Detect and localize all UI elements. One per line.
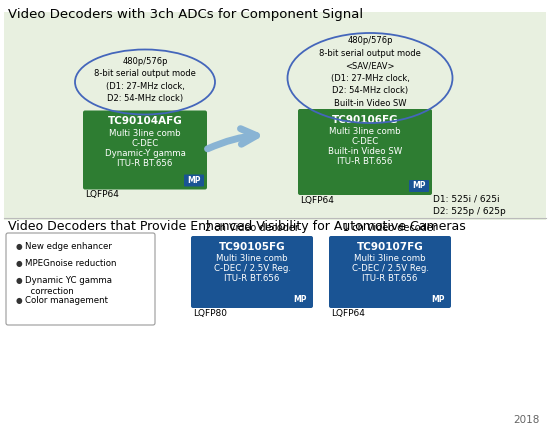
Text: C-DEC: C-DEC	[131, 138, 158, 147]
FancyBboxPatch shape	[191, 236, 313, 308]
Text: C-DEC: C-DEC	[351, 137, 378, 146]
FancyBboxPatch shape	[290, 293, 310, 305]
Text: Dynamic-Y gamma: Dynamic-Y gamma	[104, 148, 185, 157]
Text: C-DEC / 2.5V Reg.: C-DEC / 2.5V Reg.	[213, 264, 290, 273]
Text: Color management: Color management	[25, 296, 108, 305]
Text: MPEGnoise reduction: MPEGnoise reduction	[25, 259, 117, 268]
FancyBboxPatch shape	[428, 293, 448, 305]
FancyBboxPatch shape	[298, 109, 432, 195]
Text: 2018: 2018	[514, 415, 540, 425]
Text: ●: ●	[16, 259, 23, 268]
Text: 480p/576p
8-bit serial output mode
<SAV/EAV>
(D1: 27-MHz clock,
D2: 54-MHz clock: 480p/576p 8-bit serial output mode <SAV/…	[319, 36, 421, 108]
Text: 1 ch Video decoder: 1 ch Video decoder	[343, 223, 437, 233]
FancyBboxPatch shape	[83, 111, 207, 190]
FancyBboxPatch shape	[184, 175, 204, 187]
Text: C-DEC / 2.5V Reg.: C-DEC / 2.5V Reg.	[351, 264, 428, 273]
Text: TC90104AFG: TC90104AFG	[108, 117, 183, 126]
Text: TC90106FG: TC90106FG	[332, 115, 398, 125]
Text: Dynamic YC gamma
  correction: Dynamic YC gamma correction	[25, 276, 112, 296]
FancyBboxPatch shape	[4, 12, 546, 220]
Text: Video Decoders that Provide Enhanced Visibility for Automotive Cameras: Video Decoders that Provide Enhanced Vis…	[8, 220, 466, 233]
Text: TC90107FG: TC90107FG	[356, 242, 424, 252]
Text: ITU-R BT.656: ITU-R BT.656	[362, 274, 417, 283]
Text: New edge enhancer: New edge enhancer	[25, 242, 112, 251]
Text: LQFP64: LQFP64	[300, 196, 334, 205]
Text: ITU-R BT.656: ITU-R BT.656	[337, 157, 393, 166]
Text: Multi 3line comb: Multi 3line comb	[354, 254, 426, 263]
Text: MP: MP	[187, 176, 201, 185]
Text: LQFP80: LQFP80	[193, 309, 227, 318]
Text: ITU-R BT.656: ITU-R BT.656	[224, 274, 280, 283]
Text: MP: MP	[431, 295, 445, 304]
Text: LQFP64: LQFP64	[85, 190, 119, 200]
Text: Multi 3line comb: Multi 3line comb	[329, 127, 401, 136]
FancyArrowPatch shape	[207, 129, 256, 149]
Text: Multi 3line comb: Multi 3line comb	[109, 129, 181, 138]
FancyBboxPatch shape	[329, 236, 451, 308]
Text: 2 ch Video decoder: 2 ch Video decoder	[205, 223, 299, 233]
Text: ●: ●	[16, 276, 23, 285]
FancyBboxPatch shape	[409, 180, 429, 192]
Text: MP: MP	[412, 181, 426, 190]
Text: Video Decoders with 3ch ADCs for Component Signal: Video Decoders with 3ch ADCs for Compone…	[8, 8, 363, 21]
Text: D1: 525i / 625i
D2: 525p / 625p: D1: 525i / 625i D2: 525p / 625p	[433, 194, 506, 216]
Text: 480p/576p
8-bit serial output mode
(D1: 27-MHz clock,
D2: 54-MHz clock): 480p/576p 8-bit serial output mode (D1: …	[94, 57, 196, 103]
Text: ITU-R BT.656: ITU-R BT.656	[117, 159, 173, 168]
Text: Built-in Video SW: Built-in Video SW	[328, 147, 402, 156]
Text: ●: ●	[16, 242, 23, 251]
Text: MP: MP	[293, 295, 307, 304]
Text: Multi 3line comb: Multi 3line comb	[216, 254, 288, 263]
Text: ●: ●	[16, 296, 23, 305]
Text: LQFP64: LQFP64	[331, 309, 365, 318]
FancyBboxPatch shape	[6, 233, 155, 325]
Text: TC90105FG: TC90105FG	[219, 242, 285, 252]
